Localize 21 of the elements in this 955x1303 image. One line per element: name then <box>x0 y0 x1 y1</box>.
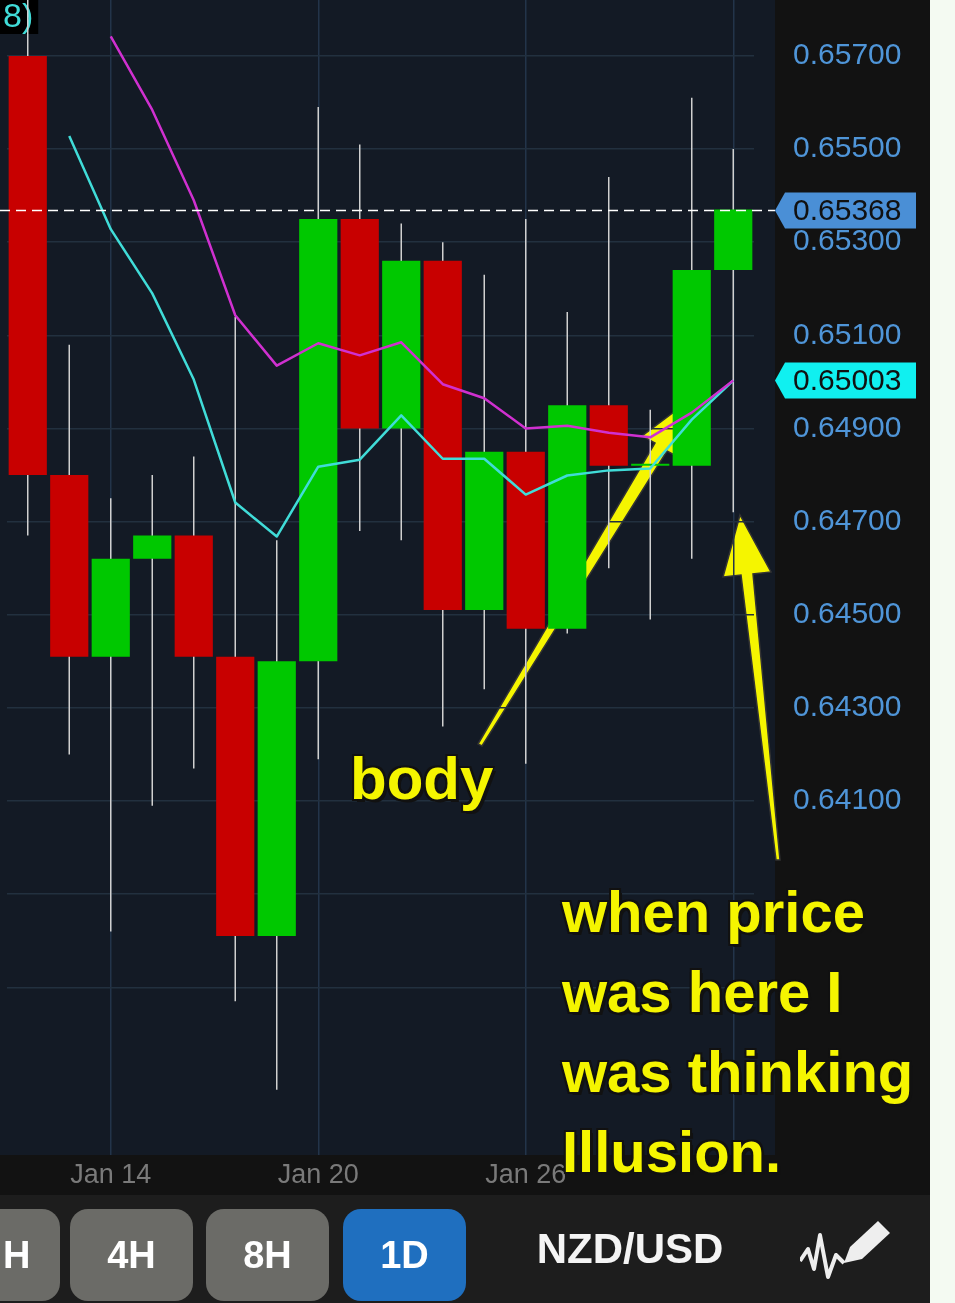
text: H <box>0 1209 60 1301</box>
y-tick-label: 0.64100 <box>793 782 902 816</box>
y-tick-label: 0.64900 <box>793 409 902 443</box>
text: 1D <box>343 1209 466 1301</box>
candlestick <box>133 474 172 807</box>
y-tick-label: 0.64700 <box>793 502 902 536</box>
y-tick-label: 0.65500 <box>793 130 902 164</box>
candlestick <box>631 409 670 621</box>
text: 4H <box>70 1209 193 1301</box>
y-tick-label: 0.65300 <box>793 223 902 257</box>
x-tick-label: Jan 20 <box>277 1158 359 1189</box>
y-tick-label: 0.64500 <box>793 596 902 630</box>
y-tick-label: 0.65700 <box>793 37 902 71</box>
ref-line-label: 0.65368 <box>793 192 902 226</box>
y-tick-label: 0.64300 <box>793 689 902 723</box>
annotation: body <box>350 744 495 814</box>
text: 0.65003 <box>793 362 902 396</box>
text: NZD/USD <box>535 1225 725 1273</box>
x-tick-label: Jan 14 <box>70 1158 152 1189</box>
y-tick-label: 0.65100 <box>793 316 902 350</box>
text: 8H <box>206 1209 329 1301</box>
